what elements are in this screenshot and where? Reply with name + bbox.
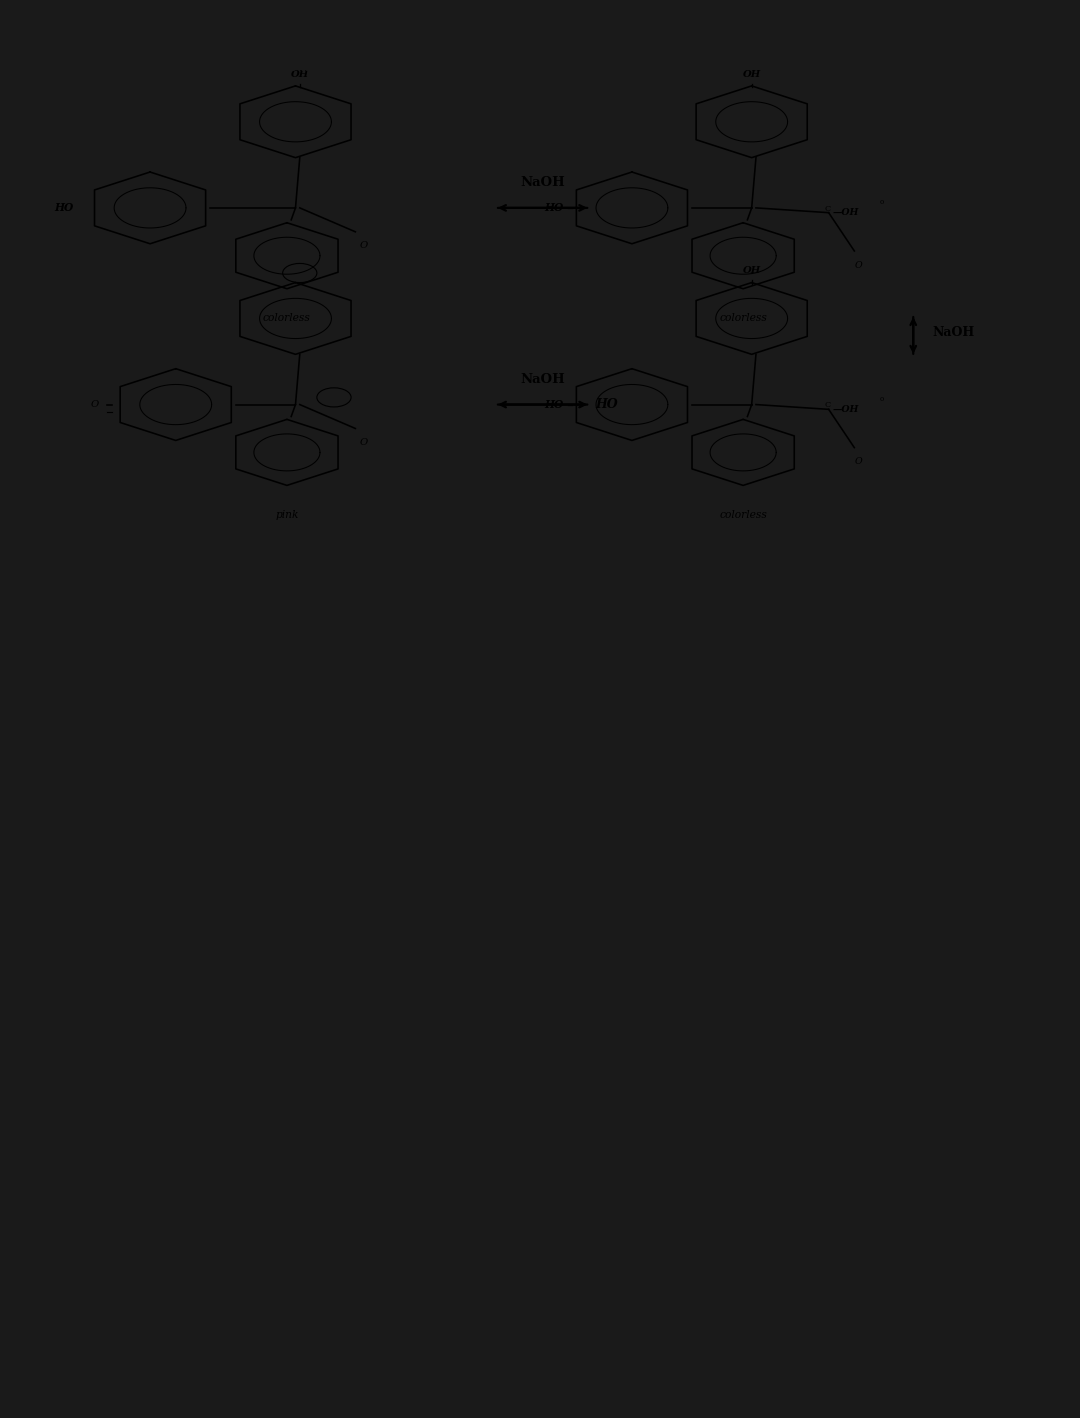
Text: D)  Decarboxylation: D) Decarboxylation [124,1343,307,1361]
Text: —OH: —OH [833,406,860,414]
Text: OH: OH [743,69,760,79]
Text: 12) The last reaction when the final equivalent of NaOH is added is an:: 12) The last reaction when the final equ… [103,983,755,1001]
Text: Phenolphthalein is an indicator of pH. In solutions of pH greater than 8 it is p: Phenolphthalein is an indicator of pH. I… [81,35,1018,54]
Text: A)  Esther: A) Esther [124,1011,216,1029]
Text: B)  Ether: B) Ether [146,1292,229,1310]
Text: OH: OH [743,267,760,275]
Text: A)  Hydrolysis: A) Hydrolysis [146,1025,274,1044]
Text: Phenolphthalein shown below to answer questions 12 to 15.: Phenolphthalein shown below to answer qu… [81,57,632,75]
Text: HO: HO [595,398,618,411]
Text: B)  Dehydration: B) Dehydration [124,1263,269,1282]
Text: C)  Carboxylic acid: C) Carboxylic acid [146,1334,320,1353]
Text: C)  Hydrogenation: C) Hydrogenation [146,1110,315,1129]
Text: NaOH: NaOH [521,373,565,386]
Text: D)  Decarboxylation: D) Decarboxylation [146,1153,328,1171]
Text: O: O [360,241,368,251]
Text: OH: OH [291,69,309,79]
Text: C)  Hydrogenation: C) Hydrogenation [124,1303,294,1322]
Text: colorless: colorless [264,313,311,323]
Text: B)  Ether: B) Ether [124,1051,207,1069]
Text: A)  Esther: A) Esther [146,1249,238,1268]
Text: HO: HO [544,398,564,410]
Text: D)  Anhydride: D) Anhydride [124,1130,252,1149]
Text: o: o [880,396,885,403]
Text: o: o [880,199,885,207]
Text: NaOH: NaOH [521,176,565,189]
Text: C: C [824,401,831,410]
Text: B)  Dehydration: B) Dehydration [146,1068,291,1086]
Text: —OH: —OH [833,208,860,217]
Text: O: O [854,457,862,467]
Text: pink: pink [275,510,299,520]
Text: O: O [854,261,862,269]
Text: NaOH: NaOH [932,326,974,339]
Text: O: O [360,438,368,447]
Text: O: O [91,400,98,408]
Text: A)  Hydrolysis: A) Hydrolysis [124,1224,253,1242]
Text: colorless: colorless [719,313,767,323]
Text: C)  Carboxylic acid: C) Carboxylic acid [124,1090,298,1109]
Text: C: C [824,204,831,213]
Text: 13) In a solution with pH greater than 8 Phenolphthalein is an:: 13) In a solution with pH greater than 8… [81,1207,659,1225]
Text: colorless: colorless [719,510,767,520]
Text: HO: HO [54,203,73,213]
Text: HO: HO [544,203,564,213]
Text: D)  Anhydride: D) Anhydride [146,1377,273,1395]
Text: 11) The reaction with the addition of an equivalent of NaOH to Phenolphthalein i: 11) The reaction with the addition of an… [81,1184,868,1202]
Text: 10) At low pH, Phenolphthalein is an :: 10) At low pH, Phenolphthalein is an : [81,971,430,990]
Text: Winter 2023 - Organic Chemistry Final Exam: Winter 2023 - Organic Chemistry Final Ex… [81,912,536,930]
